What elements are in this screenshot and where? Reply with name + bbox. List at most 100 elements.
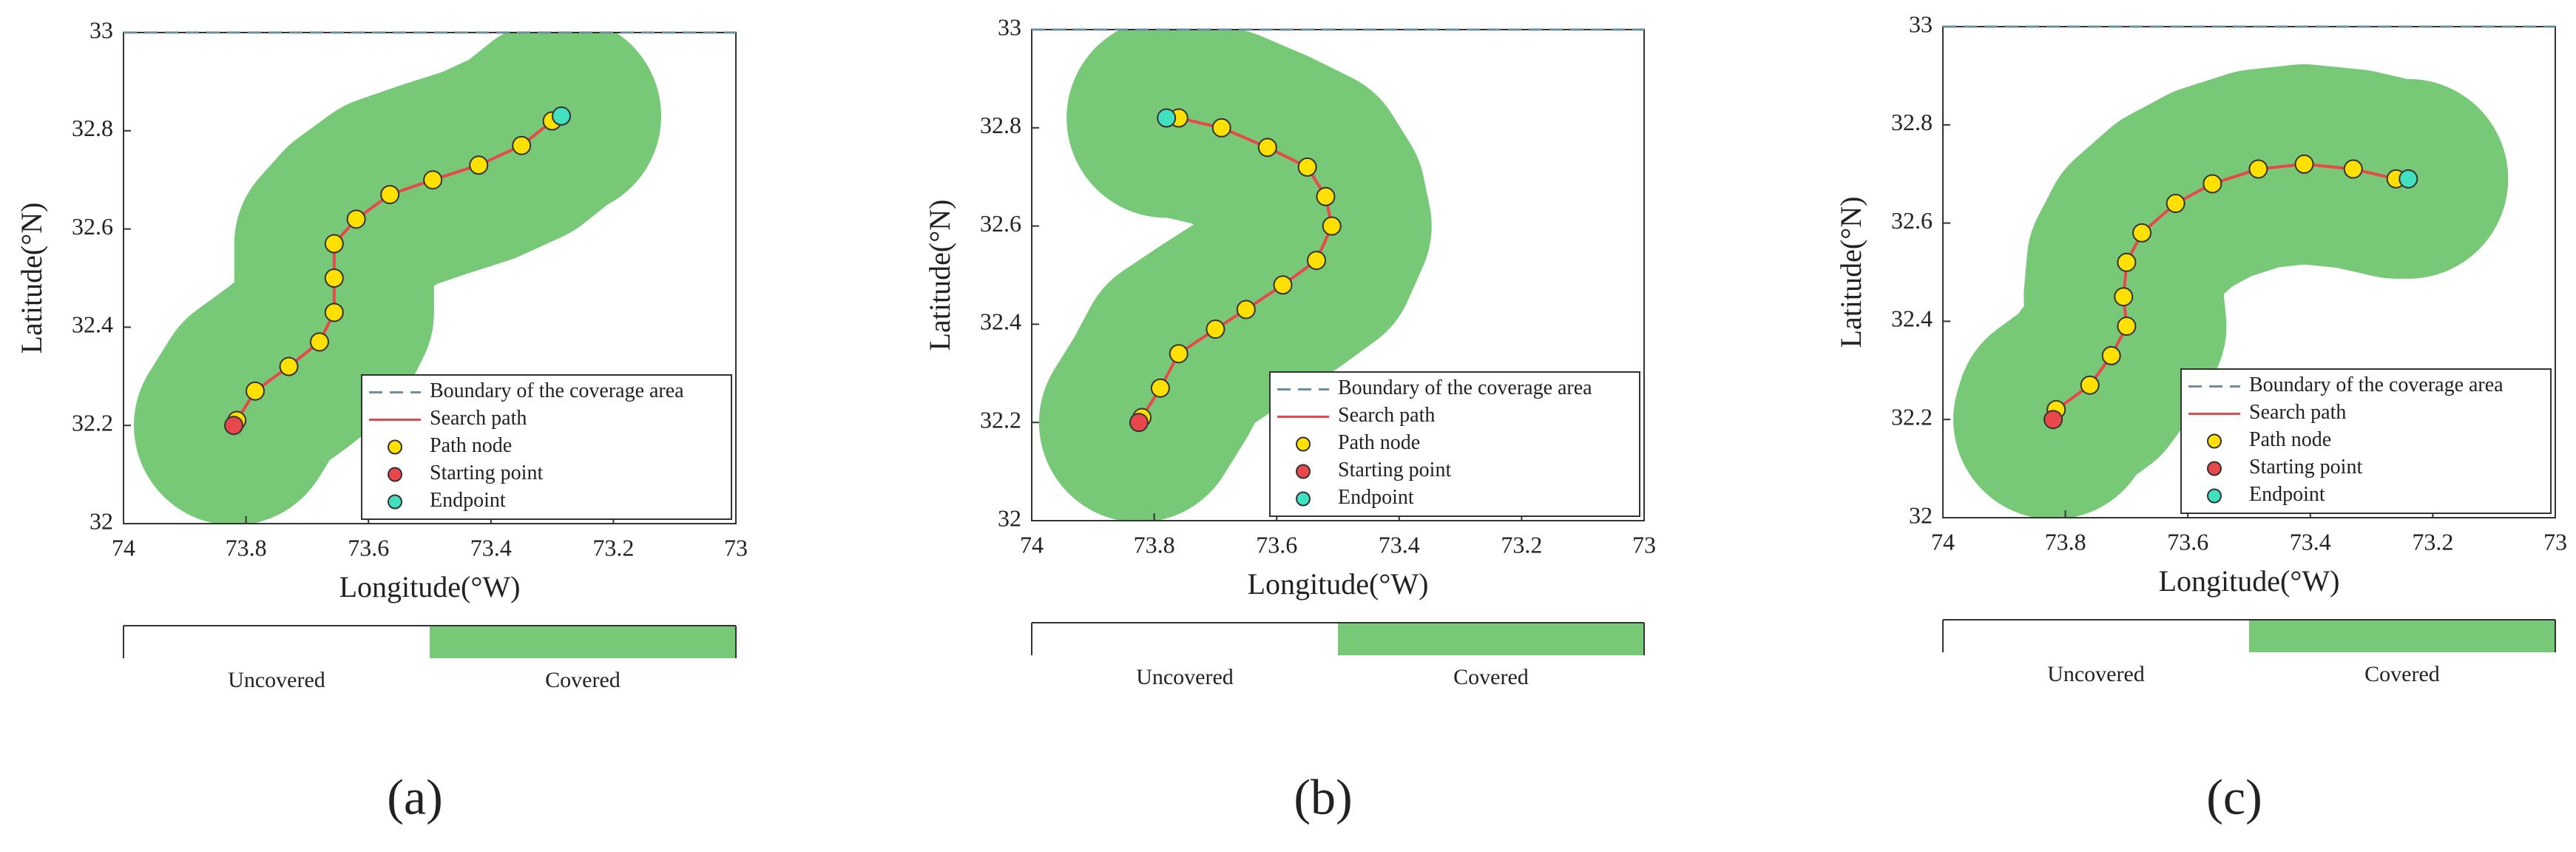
- x-tick-label: 74: [1931, 528, 1955, 555]
- legend-box: [1269, 371, 1640, 517]
- y-tick-label: 32.6: [980, 210, 1021, 237]
- legend-swatch: [388, 467, 402, 482]
- path-point: [1157, 108, 1177, 128]
- legend-label: Starting point: [2249, 456, 2362, 479]
- legend-label: Boundary of the coverage area: [1338, 376, 1592, 399]
- path-point: [380, 185, 400, 205]
- legend-label: Path node: [2249, 428, 2331, 451]
- path-point: [1169, 344, 1189, 364]
- colorbar-cell: [1943, 620, 2249, 652]
- legend-swatch: [1296, 436, 1311, 452]
- x-tick-label: 74: [112, 534, 135, 561]
- x-tick-label: 73.6: [348, 534, 389, 561]
- panel: 74 73.8 73.6 73.4 73.2 73 32 32.2 32.4 32.6 32.8 33…: [923, 13, 1656, 825]
- axes-frame: [1031, 29, 1645, 521]
- path-point: [1257, 138, 1277, 158]
- y-tick-label: 32: [998, 504, 1021, 531]
- path-point: [1316, 186, 1336, 206]
- path-point: [1129, 413, 1149, 433]
- path-point: [1236, 300, 1256, 320]
- y-tick-label: 32.8: [1891, 109, 1933, 135]
- path-point: [469, 155, 489, 175]
- x-tick-label: 73.2: [592, 534, 634, 561]
- path-point: [1297, 157, 1317, 177]
- legend-box: [2180, 368, 2552, 514]
- y-tick-label: 32.2: [980, 407, 1021, 433]
- x-axis-label: Longitude(°W): [339, 570, 521, 604]
- legend-swatch: [2207, 433, 2222, 449]
- path-point: [2101, 345, 2121, 365]
- colorbar-cell: [1032, 623, 1338, 655]
- legend-box: [361, 374, 732, 520]
- colorbar-cell: [1338, 623, 1644, 655]
- panel: 74 73.8 73.6 73.4 73.2 73 32 32.2 32.4 32.6 32.8 33…: [15, 16, 748, 825]
- path-point: [246, 381, 266, 401]
- x-tick-label: 73: [724, 534, 748, 561]
- path-point: [1322, 216, 1342, 236]
- path-point: [324, 302, 344, 322]
- legend-swatch: [2207, 461, 2222, 476]
- legend-label: Endpoint: [2249, 483, 2325, 506]
- y-tick-label: 32.8: [980, 112, 1021, 138]
- legend-swatch: [388, 439, 402, 455]
- x-tick-label: 73.4: [1379, 531, 1420, 558]
- x-axis-label: Longitude(°W): [1248, 567, 1429, 601]
- path-point: [2043, 410, 2063, 430]
- colorbar-label: Uncovered: [2047, 662, 2145, 686]
- path-point: [2117, 252, 2137, 272]
- legend-swatch: [2207, 488, 2222, 504]
- path-point: [512, 135, 532, 155]
- path-point: [1211, 118, 1231, 138]
- y-tick-label: 32.6: [1891, 207, 1933, 234]
- path-point: [2343, 159, 2363, 179]
- colorbar-label: Covered: [545, 668, 621, 692]
- panel-label: (c): [2206, 769, 2262, 825]
- panel-label: (a): [387, 769, 442, 825]
- colorbar-cell: [430, 626, 736, 658]
- y-tick-label: 32.4: [1891, 305, 1933, 332]
- y-tick-label: 32.6: [72, 213, 113, 240]
- legend-label: Boundary of the coverage area: [430, 379, 684, 402]
- path-point: [2203, 174, 2222, 194]
- y-tick-label: 33: [998, 13, 1021, 40]
- y-axis-label: Latitude(°N): [923, 200, 956, 351]
- panel: 74 73.8 73.6 73.4 73.2 73 32 32.2 32.4 32.6 32.8 33…: [1834, 10, 2567, 825]
- x-tick-label: 73: [2543, 528, 2567, 555]
- axes-frame: [1942, 26, 2556, 518]
- path-point: [2117, 317, 2137, 337]
- x-tick-label: 74: [1020, 531, 1044, 558]
- axes-frame: [123, 32, 737, 524]
- x-tick-label: 73.4: [2290, 528, 2331, 555]
- legend-swatch: [388, 494, 402, 510]
- path-point: [324, 234, 344, 254]
- y-tick-label: 33: [89, 16, 113, 43]
- x-tick-label: 73.8: [2045, 528, 2086, 555]
- legend-label: Boundary of the coverage area: [2249, 373, 2504, 396]
- legend-label: Path node: [1338, 431, 1420, 454]
- legend-swatch: [1296, 491, 1311, 507]
- y-tick-label: 32.8: [72, 115, 113, 141]
- colorbar-cell: [124, 626, 430, 658]
- path-point: [1307, 251, 1327, 271]
- y-tick-label: 33: [1909, 10, 1933, 37]
- legend-label: Path node: [430, 434, 512, 457]
- path-point: [423, 170, 443, 190]
- x-axis-label: Longitude(°W): [2159, 564, 2340, 598]
- path-point: [2294, 154, 2314, 174]
- x-tick-label: 73.6: [2167, 528, 2208, 555]
- legend-label: Starting point: [1338, 459, 1451, 481]
- path-point: [309, 332, 329, 352]
- legend-label: Endpoint: [430, 489, 506, 512]
- legend-label: Search path: [430, 407, 527, 430]
- y-tick-label: 32: [1909, 501, 1933, 528]
- y-axis-label: Latitude(°N): [15, 203, 48, 354]
- legend-label: Starting point: [430, 462, 543, 484]
- legend-swatch: [1296, 464, 1311, 479]
- path-point: [2114, 287, 2134, 307]
- colorbar-label: Covered: [2364, 662, 2440, 686]
- x-tick-label: 73.8: [226, 534, 267, 561]
- path-point: [2132, 223, 2152, 243]
- x-tick-label: 73.4: [470, 534, 512, 561]
- colorbar-label: Uncovered: [1136, 665, 1234, 689]
